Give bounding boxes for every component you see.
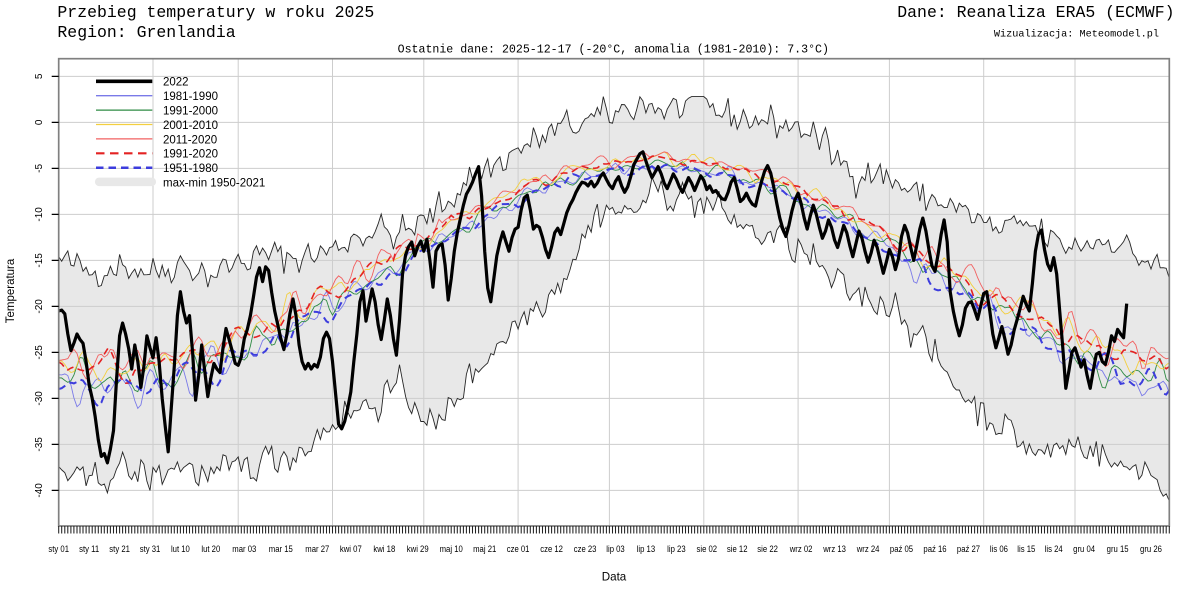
svg-text:1981-1990: 1981-1990: [163, 91, 218, 103]
svg-text:kwi 07: kwi 07: [340, 543, 362, 554]
svg-text:Wizualizacja: Meteomodel.pl: Wizualizacja: Meteomodel.pl: [994, 29, 1159, 41]
svg-text:lip 13: lip 13: [637, 543, 656, 554]
svg-text:lut 20: lut 20: [201, 543, 220, 554]
svg-text:-20: -20: [34, 299, 45, 314]
svg-text:gru 15: gru 15: [1107, 543, 1129, 554]
svg-text:1991-2000: 1991-2000: [163, 106, 218, 118]
svg-text:paź 27: paź 27: [957, 543, 980, 554]
svg-text:lip 23: lip 23: [667, 543, 686, 554]
svg-text:cze 23: cze 23: [574, 543, 597, 554]
svg-text:-15: -15: [34, 253, 45, 268]
svg-text:Dane: Reanaliza ERA5 (ECMWF): Dane: Reanaliza ERA5 (ECMWF): [897, 3, 1174, 22]
svg-text:paź 05: paź 05: [890, 543, 913, 554]
svg-text:lis 15: lis 15: [1017, 543, 1035, 554]
svg-text:sie 22: sie 22: [757, 543, 778, 554]
svg-text:Ostatnie dane: 2025-12-17 (-20: Ostatnie dane: 2025-12-17 (-20°C, anomal…: [398, 44, 829, 57]
svg-text:sty 31: sty 31: [140, 543, 161, 554]
svg-text:2001-2010: 2001-2010: [163, 120, 218, 132]
svg-text:-5: -5: [34, 164, 45, 173]
svg-text:cze 01: cze 01: [507, 543, 530, 554]
svg-text:cze 12: cze 12: [540, 543, 563, 554]
svg-text:-30: -30: [34, 391, 45, 406]
svg-text:0: 0: [34, 119, 45, 125]
svg-text:lip 03: lip 03: [606, 543, 625, 554]
svg-text:Data: Data: [602, 571, 627, 584]
svg-text:paź 16: paź 16: [923, 543, 946, 554]
svg-text:sty 11: sty 11: [79, 543, 99, 554]
svg-text:wrz 24: wrz 24: [856, 543, 880, 554]
svg-text:maj 21: maj 21: [473, 543, 496, 554]
svg-text:maj 10: maj 10: [440, 543, 463, 554]
svg-text:sie 02: sie 02: [697, 543, 718, 554]
svg-text:5: 5: [34, 73, 45, 79]
svg-text:1991-2020: 1991-2020: [163, 149, 218, 161]
svg-text:kwi 29: kwi 29: [407, 543, 429, 554]
svg-text:gru 26: gru 26: [1140, 543, 1162, 554]
svg-text:lis 24: lis 24: [1045, 543, 1063, 554]
svg-text:-40: -40: [34, 483, 45, 498]
svg-text:lis 06: lis 06: [990, 543, 1008, 554]
svg-text:Region: Grenlandia: Region: Grenlandia: [57, 23, 235, 42]
svg-text:mar 15: mar 15: [269, 543, 293, 554]
svg-text:wrz 02: wrz 02: [789, 543, 813, 554]
svg-text:-35: -35: [34, 437, 45, 452]
svg-text:2011-2020: 2011-2020: [163, 134, 217, 146]
svg-text:1951-1980: 1951-1980: [163, 163, 218, 175]
svg-text:mar 03: mar 03: [232, 543, 256, 554]
svg-text:kwi 18: kwi 18: [373, 543, 395, 554]
svg-text:sty 21: sty 21: [109, 543, 130, 554]
svg-text:sie 12: sie 12: [727, 543, 748, 554]
svg-text:wrz 13: wrz 13: [822, 543, 846, 554]
svg-text:Temperatura: Temperatura: [5, 258, 17, 323]
svg-text:sty 01: sty 01: [48, 543, 69, 554]
svg-text:lut 10: lut 10: [171, 543, 190, 554]
svg-text:-25: -25: [34, 345, 45, 360]
svg-text:gru 04: gru 04: [1073, 543, 1095, 554]
svg-text:max-min 1950-2021: max-min 1950-2021: [163, 178, 265, 190]
svg-text:mar 27: mar 27: [305, 543, 329, 554]
svg-text:-10: -10: [34, 207, 45, 222]
svg-text:Przebieg temperatury w roku 20: Przebieg temperatury w roku 2025: [57, 3, 374, 22]
svg-text:2022: 2022: [163, 77, 189, 89]
